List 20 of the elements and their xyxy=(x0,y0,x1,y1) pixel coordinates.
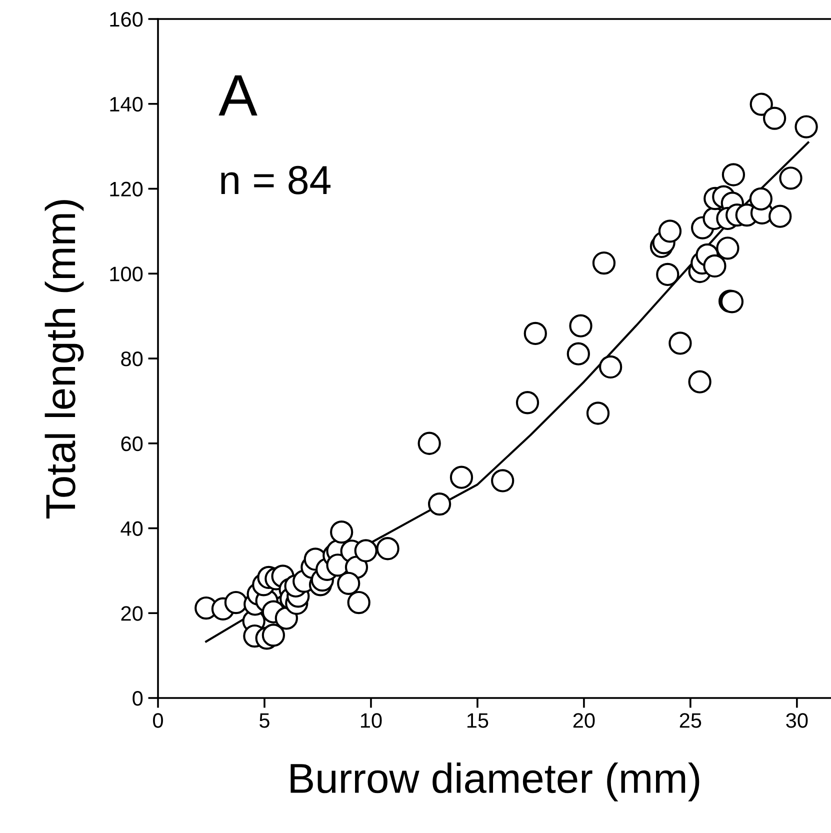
y-tick-label: 80 xyxy=(121,352,143,366)
x-axis-title: Burrow diameter (mm) xyxy=(290,762,700,802)
x-tick-label: 0 xyxy=(153,713,163,728)
x-tick-label: 5 xyxy=(260,713,270,728)
y-axis-title: Total length (mm) xyxy=(44,200,84,518)
annotation: A xyxy=(218,75,258,116)
x-tick-label: 20 xyxy=(573,713,595,728)
x-tick-label: 30 xyxy=(786,713,808,728)
y-tick-label: 20 xyxy=(121,606,143,621)
annotation: n = 84 xyxy=(221,166,330,194)
y-tick-label: 40 xyxy=(120,521,143,536)
x-tick-label: 10 xyxy=(360,713,382,728)
y-tick-label: 0 xyxy=(132,691,143,706)
y-tick-label: 100 xyxy=(110,266,143,282)
y-tick-label: 140 xyxy=(110,96,143,112)
y-tick-label: 120 xyxy=(110,182,143,197)
y-tick-label: 160 xyxy=(110,12,143,27)
y-tick-label: 60 xyxy=(121,436,143,452)
x-tick-label: 25 xyxy=(680,713,702,728)
x-tick-label: 15 xyxy=(467,713,488,728)
